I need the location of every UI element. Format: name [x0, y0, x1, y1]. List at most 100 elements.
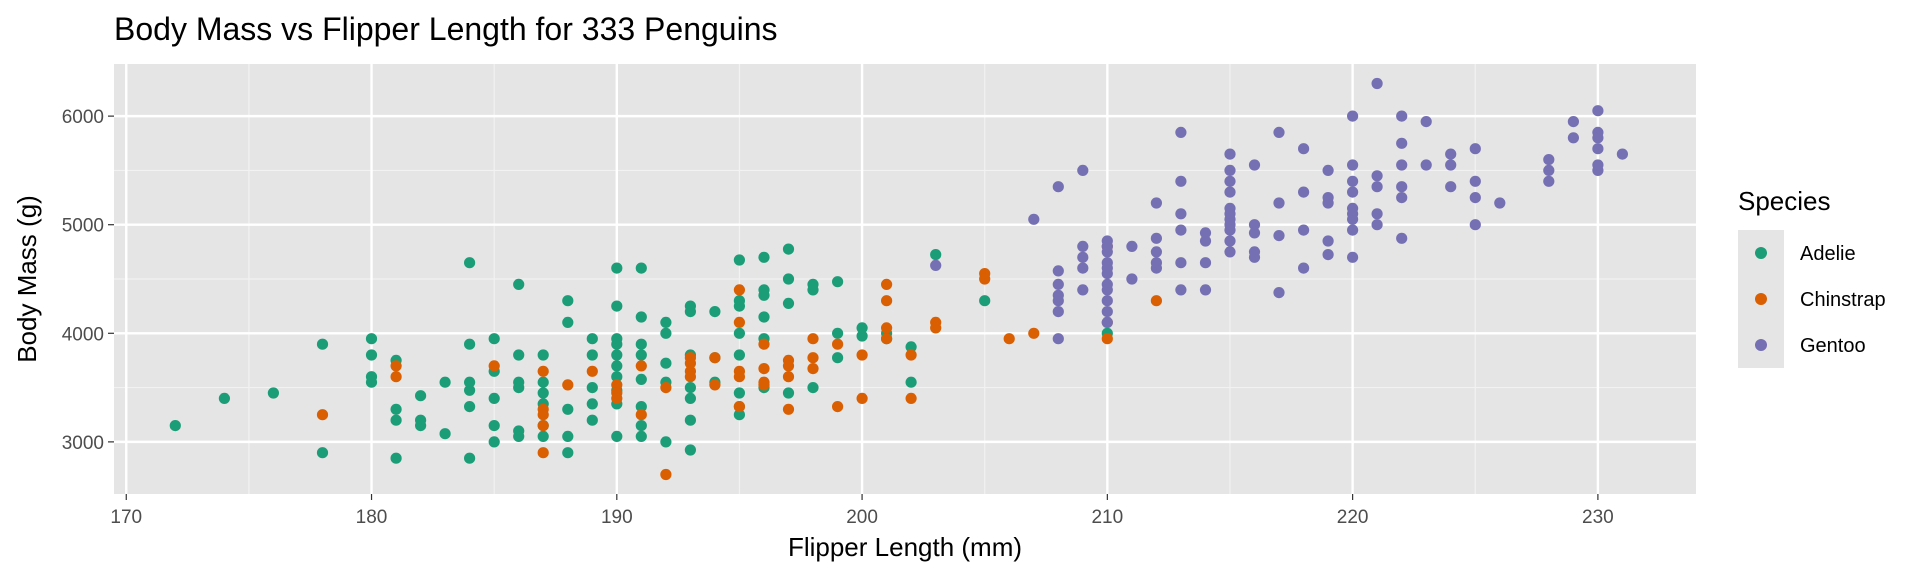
point-gentoo [1224, 186, 1236, 198]
point-gentoo [1543, 154, 1555, 166]
point-adelie [586, 333, 598, 345]
y-axis-title: Body Mass (g) [12, 195, 42, 363]
y-tick-label: 5000 [62, 216, 104, 237]
point-gentoo [1347, 175, 1359, 187]
point-chinstrap [905, 392, 917, 404]
point-adelie [635, 311, 647, 323]
point-adelie [586, 398, 598, 410]
point-gentoo [1077, 164, 1089, 176]
point-adelie [758, 289, 770, 301]
point-adelie [733, 327, 746, 339]
y-axis: 3000 4000 5000 6000 [62, 107, 114, 454]
point-adelie [365, 376, 378, 388]
point-adelie [562, 447, 574, 459]
point-gentoo [1445, 159, 1457, 171]
point-gentoo [1199, 235, 1212, 247]
point-gentoo [1347, 224, 1359, 236]
point-adelie [537, 430, 549, 442]
point-adelie [684, 382, 697, 394]
point-gentoo [1175, 224, 1187, 236]
point-adelie [415, 420, 427, 432]
point-chinstrap [537, 409, 549, 421]
point-chinstrap [832, 401, 844, 413]
point-adelie [316, 338, 329, 350]
minor-gridlines [114, 64, 1696, 494]
point-adelie [439, 428, 451, 440]
point-adelie [807, 284, 819, 296]
point-gentoo [1592, 143, 1604, 155]
point-adelie [832, 352, 844, 364]
point-gentoo [1298, 224, 1310, 236]
point-gentoo [1248, 251, 1261, 263]
point-gentoo [1224, 246, 1236, 258]
x-tick-label: 200 [846, 507, 878, 528]
point-adelie [832, 327, 844, 339]
point-gentoo [1052, 265, 1064, 277]
point-gentoo [1469, 192, 1481, 204]
point-chinstrap [881, 295, 893, 307]
point-gentoo [1592, 132, 1604, 144]
point-gentoo [1298, 262, 1310, 274]
point-adelie [758, 251, 770, 263]
point-gentoo [1322, 249, 1334, 261]
point-chinstrap [758, 338, 770, 350]
point-gentoo [1371, 208, 1383, 220]
point-gentoo [1175, 284, 1187, 296]
point-adelie [782, 387, 795, 399]
point-gentoo [1248, 219, 1261, 231]
point-gentoo [1322, 164, 1334, 176]
point-adelie [586, 414, 598, 426]
point-gentoo [1469, 175, 1481, 187]
point-adelie [660, 357, 672, 369]
point-gentoo [1494, 197, 1506, 209]
point-adelie [488, 420, 500, 432]
point-chinstrap [316, 409, 329, 421]
point-gentoo [1248, 227, 1261, 239]
point-chinstrap [684, 371, 697, 383]
point-gentoo [1592, 164, 1604, 176]
point-adelie [807, 382, 819, 394]
point-adelie [513, 349, 525, 361]
point-adelie [316, 447, 329, 459]
point-adelie [390, 414, 402, 426]
point-adelie [537, 349, 549, 361]
point-gentoo [1347, 251, 1359, 263]
point-adelie [660, 316, 672, 328]
point-chinstrap [390, 371, 402, 383]
point-chinstrap [856, 392, 868, 404]
point-gentoo [1322, 197, 1334, 209]
point-adelie [733, 387, 746, 399]
point-chinstrap [782, 403, 795, 415]
x-tick-label: 210 [1091, 507, 1123, 528]
point-gentoo [1396, 192, 1408, 204]
legend-title: Species [1738, 186, 1831, 216]
point-adelie [464, 257, 476, 269]
point-gentoo [1224, 175, 1236, 187]
x-axis: 170 180 190 200 210 220 230 [110, 494, 1614, 528]
point-gentoo [1543, 175, 1555, 187]
point-adelie [464, 338, 476, 350]
point-adelie [684, 306, 697, 318]
point-gentoo [1199, 257, 1212, 269]
point-gentoo [1396, 137, 1408, 149]
point-adelie [464, 384, 476, 396]
point-chinstrap [881, 322, 893, 334]
point-gentoo [1101, 268, 1113, 280]
point-adelie [660, 327, 672, 339]
point-gentoo [1273, 126, 1285, 138]
point-adelie [611, 430, 623, 442]
point-gentoo [1077, 240, 1089, 252]
point-adelie [684, 392, 697, 404]
point-chinstrap [905, 349, 917, 361]
point-gentoo [1150, 197, 1162, 209]
x-tick-label: 220 [1337, 507, 1369, 528]
point-chinstrap [881, 333, 893, 345]
point-adelie [635, 420, 647, 432]
point-gentoo [1396, 110, 1408, 122]
point-adelie [979, 295, 991, 307]
point-gentoo [1469, 143, 1481, 155]
point-gentoo [1199, 227, 1212, 239]
point-adelie [537, 376, 549, 388]
point-gentoo [1175, 175, 1187, 187]
point-gentoo [1077, 262, 1089, 274]
